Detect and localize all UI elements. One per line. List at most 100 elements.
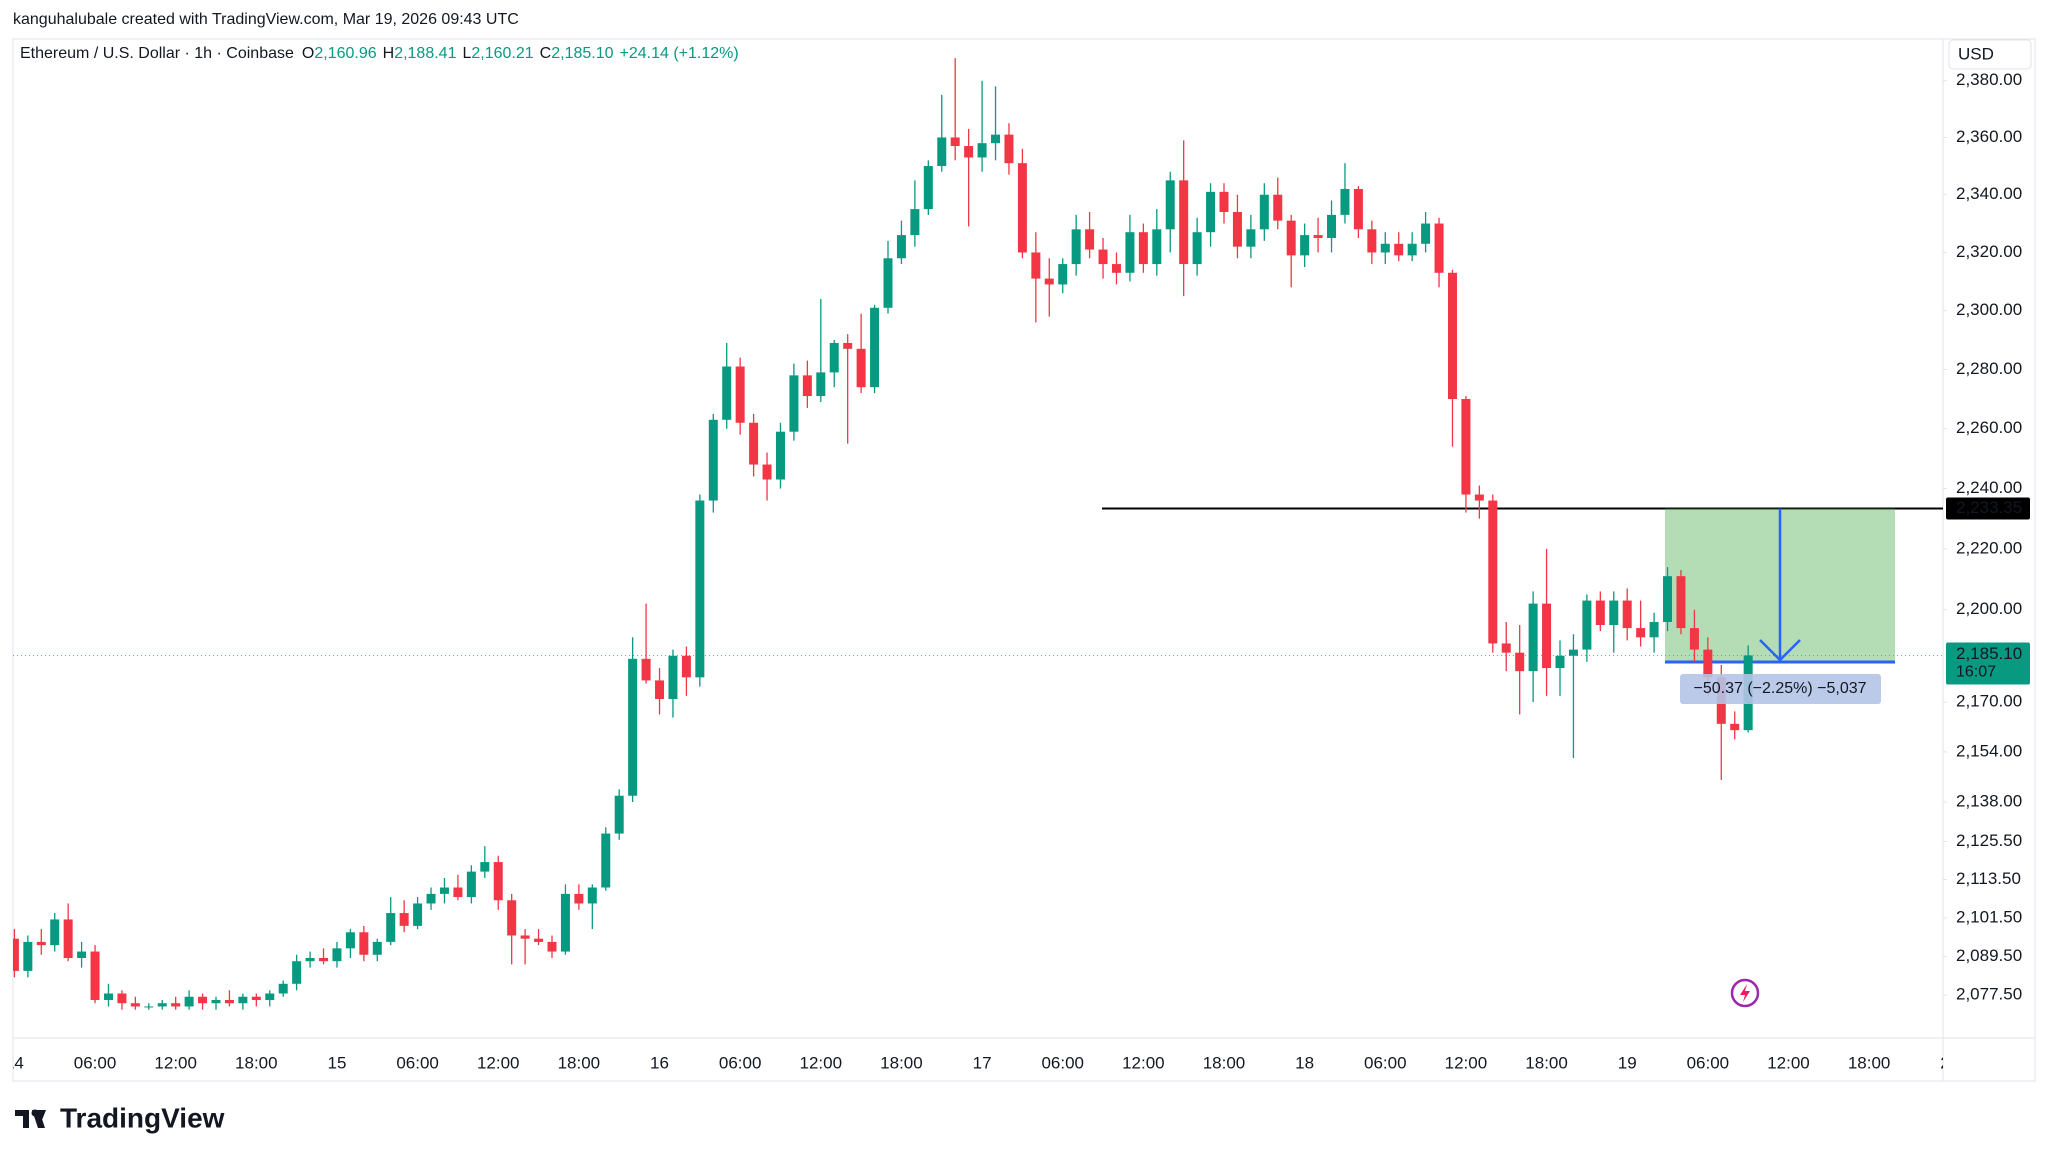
candle-body: [923, 166, 933, 210]
x-tick-label: 14: [5, 1053, 24, 1072]
candle-body: [708, 419, 718, 501]
candle-body: [587, 887, 597, 904]
time-axis: 14 06:00 12:00 18:00 15 06:00 12:00 18:00 16 06:0…: [5, 1053, 1943, 1072]
legend-change: +24.14 (+1.12%): [620, 45, 739, 62]
candle-body: [937, 137, 947, 167]
candle-body: [372, 941, 382, 955]
candle-body: [157, 1003, 167, 1007]
candle-body: [762, 464, 772, 480]
candle-body: [453, 887, 463, 898]
candle-body: [1098, 249, 1108, 265]
candle-body: [991, 134, 1001, 144]
candle-body: [117, 993, 127, 1004]
candle-body: [292, 961, 302, 984]
currency-button[interactable]: [1948, 39, 2032, 70]
candle-body: [614, 795, 624, 834]
legend-key: L: [462, 45, 471, 62]
y-tick-label: 2,240.00: [1956, 478, 2022, 497]
candle-body: [520, 935, 530, 939]
candle-body: [1367, 229, 1377, 253]
candle-body: [1031, 252, 1041, 279]
candle-body: [1501, 643, 1511, 653]
candle-body: [843, 342, 853, 349]
candle-body: [1138, 232, 1148, 265]
x-tick-label: 18:00: [1525, 1053, 1568, 1072]
candle-body: [399, 913, 409, 926]
candle-body: [1152, 229, 1162, 265]
x-tick-label: 06:00: [74, 1053, 117, 1072]
footer-logo-text: TradingView: [60, 1102, 225, 1133]
x-tick-label: 18:00: [880, 1053, 923, 1072]
candle-body: [1232, 211, 1242, 247]
candle-body: [184, 996, 194, 1007]
candle-body: [896, 235, 906, 259]
currency-label: USD: [1958, 44, 1994, 63]
candle-body: [816, 372, 826, 397]
candle-body: [789, 375, 799, 432]
candle-body: [1165, 180, 1175, 230]
x-tick-label: 06:00: [1041, 1053, 1084, 1072]
candle-body: [829, 342, 839, 373]
overlay: −50.37 (−2.25%) −5,037: [1680, 508, 1881, 704]
candle-body: [1004, 134, 1014, 164]
legend-value: 2,160.21: [471, 45, 533, 62]
candle-body: [278, 983, 288, 994]
candle-body: [910, 209, 920, 236]
candle-body: [1407, 243, 1417, 256]
candle-body: [1622, 600, 1632, 629]
candle-body: [1663, 576, 1673, 622]
candle-body: [1179, 180, 1189, 265]
candle-body: [1111, 264, 1121, 273]
candle-body: [641, 658, 651, 681]
candle-body: [144, 1006, 154, 1008]
lightning-icon[interactable]: [1730, 978, 1760, 1008]
candle-body: [345, 932, 355, 949]
candle-body: [1273, 194, 1283, 221]
y-tick-label: 2,260.00: [1956, 418, 2022, 437]
candle-body: [265, 993, 275, 1000]
candle-body: [50, 919, 60, 946]
candle-body: [1609, 600, 1619, 626]
candle-body: [171, 1003, 181, 1007]
candle-body: [1649, 621, 1659, 638]
candle-body: [1582, 600, 1592, 650]
candle-body: [36, 941, 46, 946]
x-tick-label: 06:00: [396, 1053, 439, 1072]
candle-body: [1300, 235, 1310, 256]
candle-body: [1421, 223, 1431, 244]
candle-body: [507, 900, 517, 936]
footer-logo: [15, 1109, 46, 1128]
candle-body: [1434, 223, 1444, 273]
candle-body: [1568, 649, 1578, 656]
hline-label-box: [1946, 497, 2030, 520]
candle-body: [1340, 188, 1350, 215]
x-tick-label: 06:00: [1364, 1053, 1407, 1072]
candle-body: [601, 833, 611, 888]
candle-body: [1286, 220, 1296, 256]
last-price-label: 2,185.10: [1956, 644, 2022, 663]
candle-body: [977, 143, 987, 158]
candle-body: [964, 146, 974, 158]
candle-body: [1327, 214, 1337, 238]
candle-body: [668, 655, 678, 699]
candle-body: [493, 862, 503, 901]
candle-body: [332, 948, 342, 962]
y-tick-label: 2,125.50: [1956, 831, 2022, 850]
legend-key: O: [302, 45, 314, 62]
x-tick-label: 06:00: [719, 1053, 762, 1072]
candle-body: [870, 307, 880, 388]
x-tick-label: 19: [1618, 1053, 1637, 1072]
x-tick-label: 18:00: [1848, 1053, 1891, 1072]
x-tick-label: 18: [1295, 1053, 1314, 1072]
candle-body: [1636, 628, 1646, 638]
x-tick-label: 12:00: [800, 1053, 843, 1072]
candle-body: [1085, 229, 1095, 250]
candle-body: [1246, 229, 1256, 247]
candle-body: [856, 348, 866, 388]
candle-body: [628, 658, 638, 796]
y-tick-label: 2,113.50: [1956, 869, 2021, 888]
candle-body: [1313, 235, 1323, 238]
x-tick-label: 12:00: [1122, 1053, 1165, 1072]
candle-body: [1676, 576, 1686, 629]
